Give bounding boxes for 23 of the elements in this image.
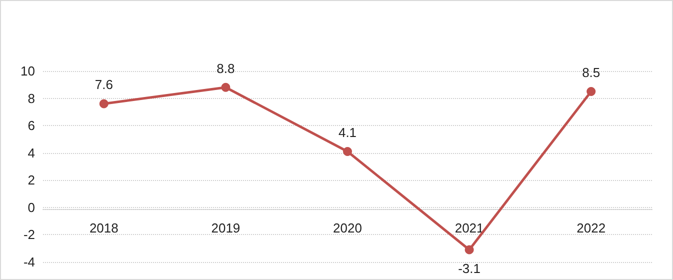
point <box>343 146 352 156</box>
point <box>464 245 474 254</box>
x-tick-label: 2022 <box>576 220 606 236</box>
point <box>221 82 230 92</box>
x-tick-label: 2018 <box>89 220 118 236</box>
data-label: -3.1 <box>458 261 481 276</box>
y-tick-label: -2 <box>23 227 35 242</box>
data-label: 7.6 <box>94 77 113 92</box>
x-tick-label: 2020 <box>333 220 362 236</box>
x-tick-label: 2021 <box>454 220 484 236</box>
data-label: 8.5 <box>582 64 600 80</box>
y-tick-label: 0 <box>28 200 35 215</box>
y-tick-label: -4 <box>23 254 35 270</box>
point <box>586 86 596 96</box>
x-tick-label: 2019 <box>211 220 240 236</box>
y-tick-label: 4 <box>28 145 35 160</box>
y-tick-label: 6 <box>28 118 35 134</box>
data-label: 4.1 <box>338 124 357 140</box>
data-label: 8.8 <box>216 60 235 76</box>
y-tick-label: 10 <box>20 64 35 78</box>
y-tick-label: 8 <box>28 90 35 106</box>
y-tick-label: 2 <box>28 172 35 188</box>
point <box>99 99 108 108</box>
